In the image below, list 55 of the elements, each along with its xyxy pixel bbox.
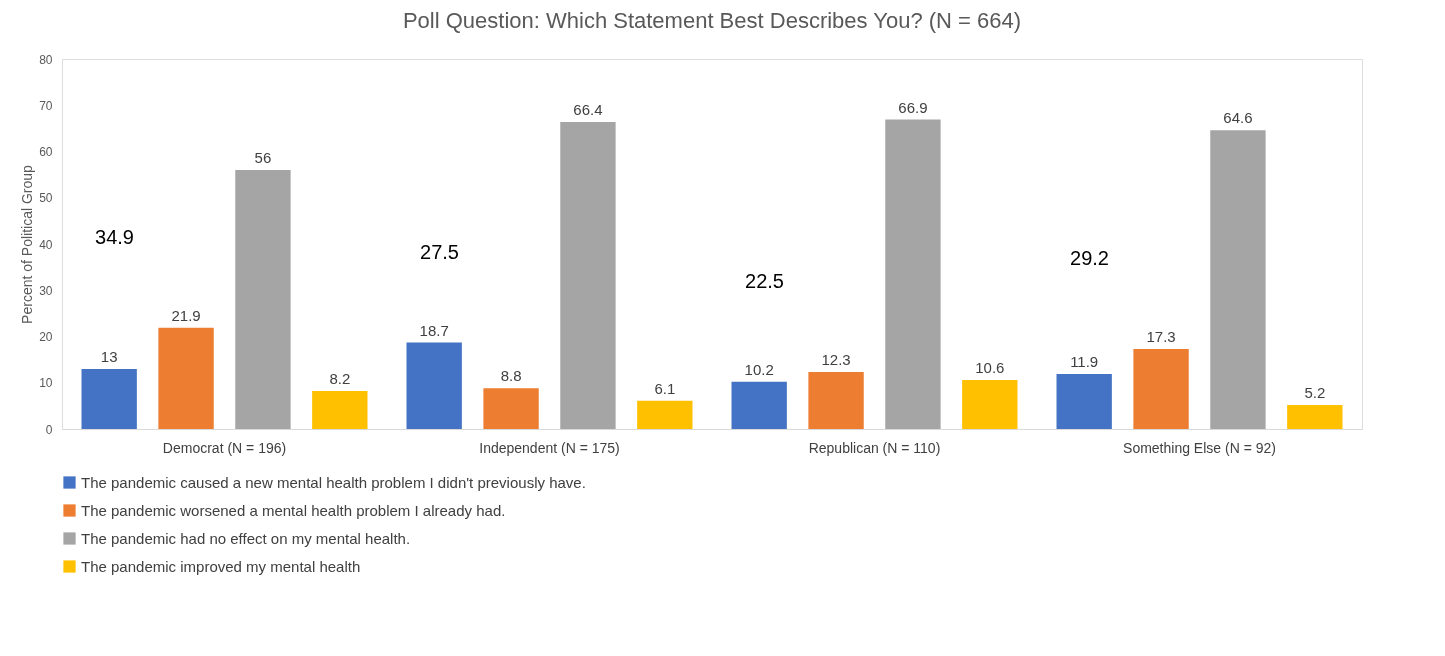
bar xyxy=(406,342,462,429)
y-axis-title: Percent of Political Group xyxy=(19,164,36,324)
bar xyxy=(1210,130,1266,429)
data-label: 64.6 xyxy=(1223,109,1253,127)
y-tick-label: 20 xyxy=(39,330,53,344)
y-tick-label: 80 xyxy=(39,52,53,67)
data-label: 56 xyxy=(254,149,272,166)
data-label: 11.9 xyxy=(1070,352,1099,370)
legend-label: The pandemic caused a new mental health problem I didn't previously have. xyxy=(81,473,586,491)
data-label: 8.2 xyxy=(329,370,351,388)
y-tick-label: 60 xyxy=(39,145,53,159)
y-tick-label: 0 xyxy=(45,422,53,437)
y-tick-label: 50 xyxy=(39,191,53,206)
data-label: 17.3 xyxy=(1146,327,1176,345)
bar xyxy=(731,381,787,429)
y-tick-label: 30 xyxy=(39,283,53,298)
chart-title: Poll Question: Which Statement Best Describes You? (N = 664) xyxy=(402,8,1022,33)
bar xyxy=(560,121,616,429)
bar xyxy=(962,379,1018,429)
x-tick-label: Independent (N = 175) xyxy=(479,439,620,456)
bar xyxy=(1133,348,1189,429)
bar xyxy=(312,391,368,429)
bar xyxy=(1287,404,1343,429)
bar xyxy=(483,388,539,429)
bar xyxy=(885,119,941,429)
x-tick-label: Something Else (N = 92) xyxy=(1123,439,1276,456)
data-label: 66.9 xyxy=(898,98,928,116)
x-tick-label: Democrat (N = 196) xyxy=(162,439,287,456)
legend-label: The pandemic had no effect on my mental health. xyxy=(81,529,411,547)
bar xyxy=(158,327,214,429)
annotation: 27.5 xyxy=(420,240,459,263)
bar xyxy=(1056,373,1112,429)
data-label: 10.2 xyxy=(744,360,774,378)
bar xyxy=(235,170,291,429)
y-tick-label: 40 xyxy=(39,237,53,252)
annotation: 34.9 xyxy=(95,225,134,248)
y-tick-label: 10 xyxy=(39,376,53,391)
data-label: 66.4 xyxy=(573,100,603,118)
data-label: 8.8 xyxy=(500,367,522,385)
data-label: 21.9 xyxy=(171,306,201,324)
legend-label: The pandemic worsened a mental health problem I already had. xyxy=(81,501,506,519)
data-label: 13 xyxy=(100,347,118,365)
data-label: 5.2 xyxy=(1304,383,1326,401)
annotation: 22.5 xyxy=(745,270,784,293)
data-label: 6.1 xyxy=(654,379,676,397)
bar xyxy=(637,400,693,429)
data-label: 12.3 xyxy=(821,351,851,369)
data-label: 10.6 xyxy=(975,358,1005,376)
data-label: 18.7 xyxy=(419,321,449,339)
legend-label: The pandemic improved my mental health xyxy=(81,557,361,575)
bar xyxy=(808,372,864,429)
y-tick-label: 70 xyxy=(39,98,53,113)
annotation: 29.2 xyxy=(1070,246,1109,269)
bar xyxy=(81,368,137,429)
x-tick-label: Republican (N = 110) xyxy=(808,439,941,456)
